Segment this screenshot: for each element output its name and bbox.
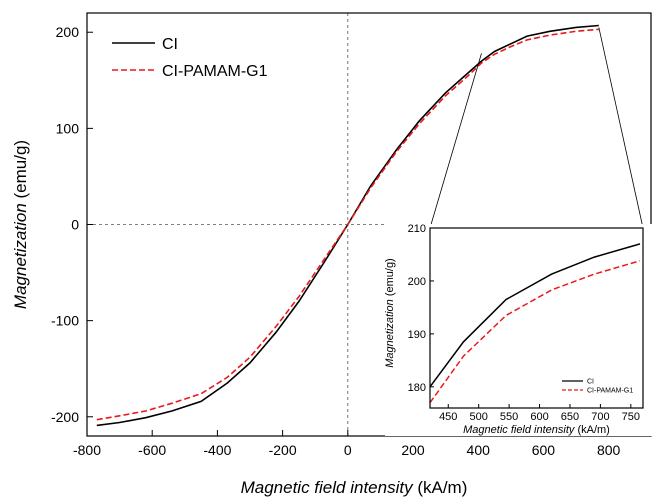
inset-x-tick-label: 750 <box>622 411 640 423</box>
x-axis-label: Magnetic field intensity (kA/m) <box>241 478 468 497</box>
y-tick-label: 100 <box>56 120 80 136</box>
y-tick-label: 0 <box>71 217 79 233</box>
main-legend: CI CI-PAMAM-G1 <box>112 36 268 80</box>
inset-y-axis-label-main: Magnetization <box>384 299 396 368</box>
inset-x-axis-label: Magnetic field intensity (kA/m) <box>463 424 610 436</box>
x-tick-label: -400 <box>203 442 231 458</box>
y-axis-label-unit: (emu/g) <box>11 140 30 203</box>
inset-x-tick-label: 700 <box>591 411 609 423</box>
inset-legend: CI CI-PAMAM-G1 <box>562 379 633 395</box>
inset-plot-frame <box>429 227 644 409</box>
inset-x-tick-label: 450 <box>439 411 457 423</box>
inset-y-tick-label: 190 <box>408 329 426 341</box>
inset-legend-label-ci: CI <box>587 379 594 386</box>
inset-x-tick-label: 500 <box>470 411 488 423</box>
x-axis-label-main: Magnetic field intensity <box>241 478 414 497</box>
inset-series-line-ci <box>429 243 641 388</box>
legend-label-ci-pamam-g1: CI-PAMAM-G1 <box>162 63 268 80</box>
y-tick-label: -100 <box>51 313 79 329</box>
inset-legend-label-ci-pamam-g1: CI-PAMAM-G1 <box>587 388 633 395</box>
x-tick-label: -800 <box>73 442 101 458</box>
zoom-connector-left <box>429 53 482 229</box>
inset-x-axis-label-unit: (kA/m) <box>574 424 609 436</box>
inset-y-axis-label: Magnetization (emu/g) <box>384 258 396 367</box>
inset-series-line-ci-pamam-g1 <box>429 260 641 404</box>
inset-y-tick-label: 180 <box>408 382 426 394</box>
x-tick-label: 800 <box>597 442 621 458</box>
y-tick-label: 200 <box>56 24 80 40</box>
x-tick-label: -200 <box>269 442 297 458</box>
inset-x-tick-label: 650 <box>561 411 579 423</box>
x-tick-label: 0 <box>344 442 352 458</box>
inset-y-tick-label: 200 <box>408 276 426 288</box>
inset-x-tick-label: 600 <box>530 411 548 423</box>
x-tick-label: 200 <box>401 442 425 458</box>
x-axis-label-unit: (kA/m) <box>413 478 468 497</box>
x-tick-label: -600 <box>138 442 166 458</box>
zoom-connector-right <box>598 27 644 229</box>
inset-x-tick-label: 550 <box>500 411 518 423</box>
inset-plot: 450 500 550 600 650 700 750 180 190 200 210 Magneti… <box>384 223 653 436</box>
y-axis-label: Magnetization (emu/g) <box>11 140 30 309</box>
inset-x-axis-label-main: Magnetic field intensity <box>463 424 576 436</box>
y-axis-label-main: Magnetization <box>11 203 30 309</box>
x-tick-label: 400 <box>467 442 491 458</box>
legend-label-ci: CI <box>162 36 178 53</box>
x-tick-label: 600 <box>532 442 556 458</box>
inset-y-axis-label-unit: (emu/g) <box>384 258 396 299</box>
y-tick-label: -200 <box>51 409 79 425</box>
series-line-ci <box>96 24 599 427</box>
inset-y-tick-label: 210 <box>408 223 426 235</box>
